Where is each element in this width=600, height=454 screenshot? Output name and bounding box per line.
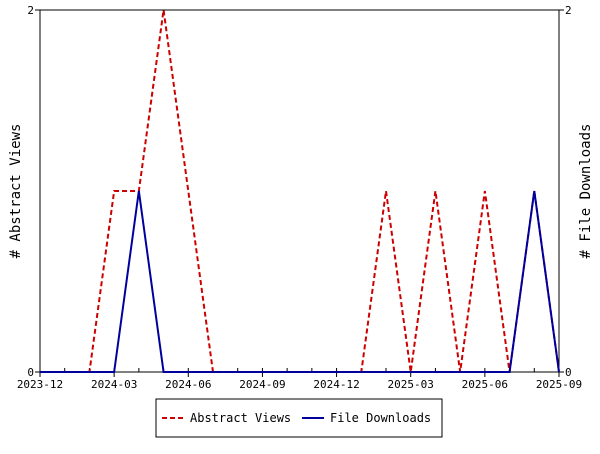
y-right-axis-title: # File Downloads: [578, 124, 594, 259]
legend-label: Abstract Views: [190, 411, 291, 425]
y-right-tick-label: 2: [565, 4, 572, 17]
x-tick-label: 2024-03: [91, 378, 137, 391]
legend-label: File Downloads: [330, 411, 431, 425]
y-left-tick-label: 2: [27, 4, 34, 17]
x-tick-label: 2023-12: [17, 378, 63, 391]
legend: Abstract Views File Downloads: [155, 398, 443, 438]
x-tick-label: 2024-06: [165, 378, 211, 391]
x-tick-label: 2025-06: [462, 378, 508, 391]
x-tick-label: 2025-09: [536, 378, 582, 391]
x-tick-label: 2024-12: [313, 378, 359, 391]
series-line-file-downloads: [40, 190, 560, 373]
legend-box: [155, 398, 443, 438]
x-tick-label: 2025-03: [388, 378, 434, 391]
tick-labels: 2023-12 2024-03 2024-06 2024-09 2024-12 2025-…: [8, 4, 594, 391]
series-line-abstract-views: [40, 9, 560, 373]
x-tick-label: 2024-09: [239, 378, 285, 391]
y-right-tick-label: 0: [565, 366, 572, 379]
series-lines: [40, 9, 560, 373]
y-left-axis-title: # Abstract Views: [8, 124, 24, 259]
y-left-tick-label: 0: [27, 366, 34, 379]
